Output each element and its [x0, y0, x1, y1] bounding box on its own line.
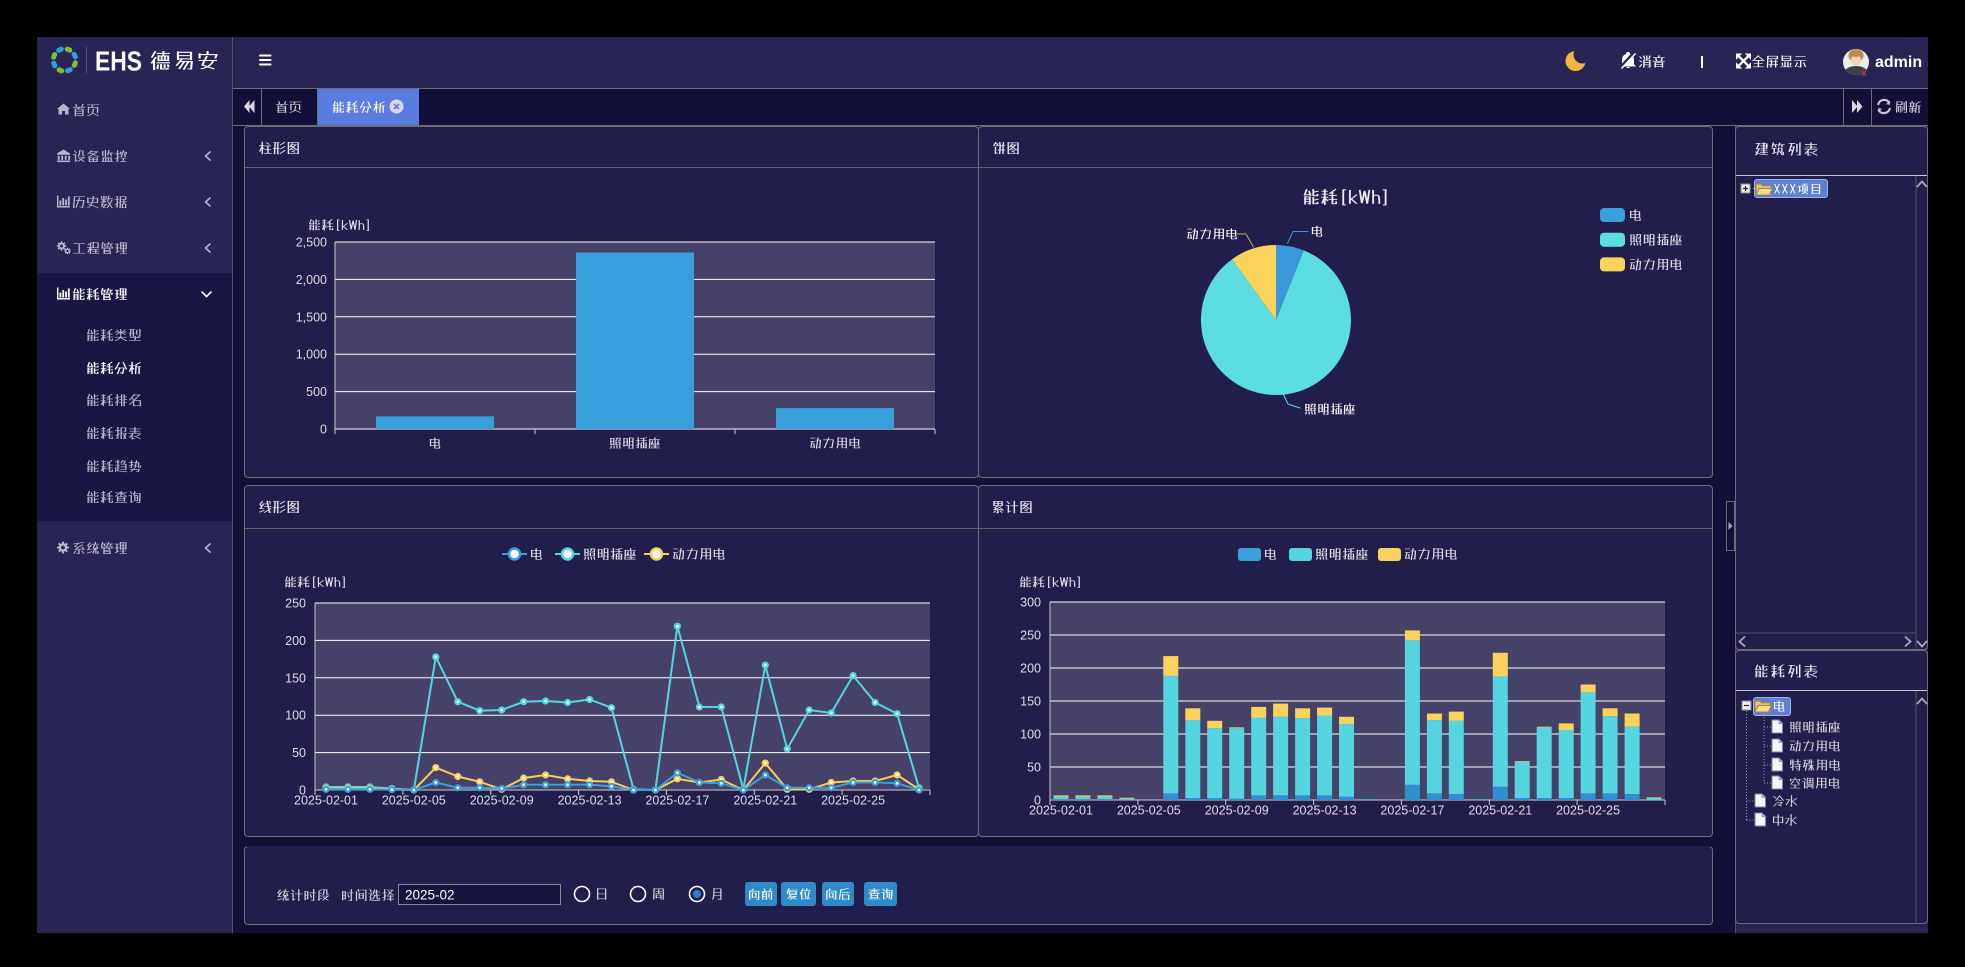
svg-text:2025-02-05: 2025-02-05 [382, 794, 446, 808]
svg-text:0: 0 [320, 423, 327, 437]
svg-text:100: 100 [1020, 728, 1041, 742]
svg-text:250: 250 [285, 597, 306, 611]
svg-text:2025-02-01: 2025-02-01 [294, 794, 358, 808]
svg-text:2025-02-05: 2025-02-05 [1117, 804, 1181, 818]
svg-text:2,500: 2,500 [296, 236, 327, 250]
svg-text:2025-02-17: 2025-02-17 [645, 794, 709, 808]
svg-text:250: 250 [1020, 629, 1041, 643]
svg-text:2025-02-09: 2025-02-09 [1205, 804, 1269, 818]
svg-text:2025-02-21: 2025-02-21 [1468, 804, 1532, 818]
svg-text:0: 0 [299, 784, 306, 798]
svg-text:100: 100 [285, 709, 306, 723]
svg-text:2025-02-25: 2025-02-25 [821, 794, 885, 808]
svg-text:2025-02-13: 2025-02-13 [1293, 804, 1357, 818]
svg-text:x: x [1861, 68, 1867, 79]
svg-text:2025-02-21: 2025-02-21 [733, 794, 797, 808]
svg-text:200: 200 [1020, 662, 1041, 676]
svg-text:500: 500 [306, 385, 327, 399]
svg-text:50: 50 [292, 746, 306, 760]
svg-text:2025-02-25: 2025-02-25 [1556, 804, 1620, 818]
svg-text:1,000: 1,000 [296, 348, 327, 362]
svg-text:2025-02-09: 2025-02-09 [470, 794, 534, 808]
svg-text:50: 50 [1027, 761, 1041, 775]
svg-text:150: 150 [1020, 695, 1041, 709]
svg-text:200: 200 [285, 634, 306, 648]
svg-text:admin: admin [1875, 54, 1922, 71]
svg-text:150: 150 [285, 671, 306, 685]
svg-text:0: 0 [1034, 794, 1041, 808]
svg-text:2025-02-13: 2025-02-13 [558, 794, 622, 808]
svg-text:300: 300 [1020, 596, 1041, 610]
svg-text:2025-02-01: 2025-02-01 [1029, 804, 1093, 818]
svg-text:2,000: 2,000 [296, 273, 327, 287]
svg-text:2025-02: 2025-02 [405, 887, 455, 902]
svg-text:2025-02-17: 2025-02-17 [1380, 804, 1444, 818]
svg-text:EHS: EHS [95, 46, 142, 77]
svg-text:1,500: 1,500 [296, 310, 327, 324]
